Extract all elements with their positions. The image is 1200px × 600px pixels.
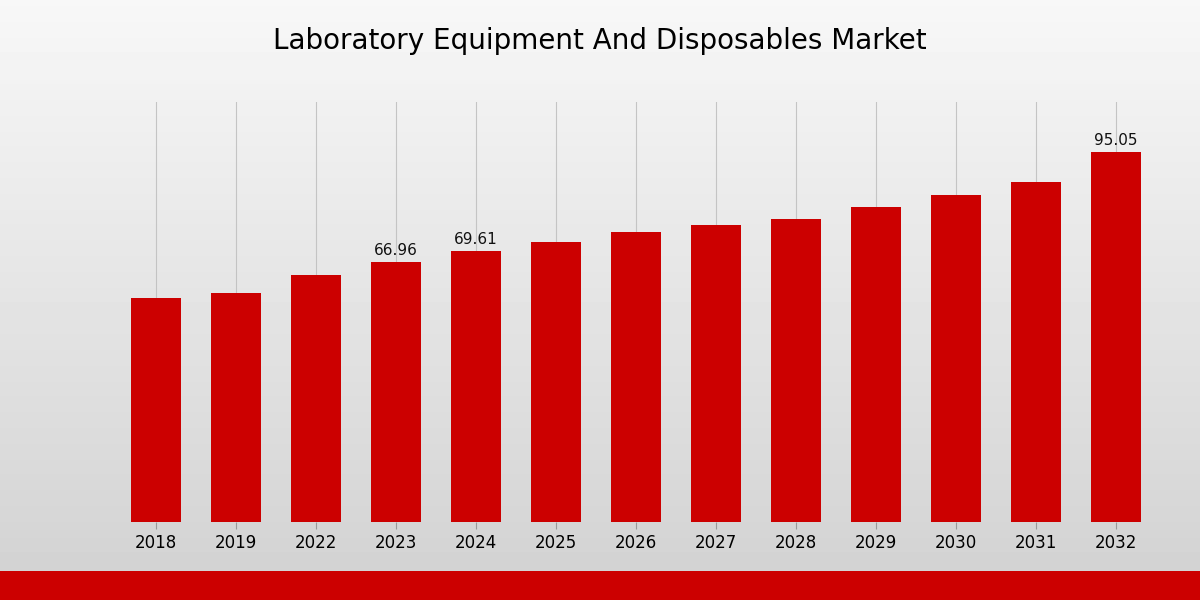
- Bar: [851, 207, 901, 522]
- Text: 66.96: 66.96: [374, 243, 418, 258]
- Bar: [611, 232, 661, 522]
- Bar: [211, 293, 260, 522]
- Bar: [1091, 152, 1141, 522]
- Bar: [131, 298, 181, 522]
- Text: Laboratory Equipment And Disposables Market: Laboratory Equipment And Disposables Mar…: [274, 27, 926, 55]
- Bar: [371, 262, 421, 522]
- Text: 95.05: 95.05: [1094, 133, 1138, 148]
- Bar: [292, 275, 341, 522]
- Bar: [1012, 182, 1061, 522]
- Bar: [451, 251, 500, 522]
- Bar: [691, 224, 740, 522]
- Bar: [532, 242, 581, 522]
- Bar: [772, 218, 821, 522]
- Text: 69.61: 69.61: [454, 232, 498, 247]
- Bar: [931, 196, 980, 522]
